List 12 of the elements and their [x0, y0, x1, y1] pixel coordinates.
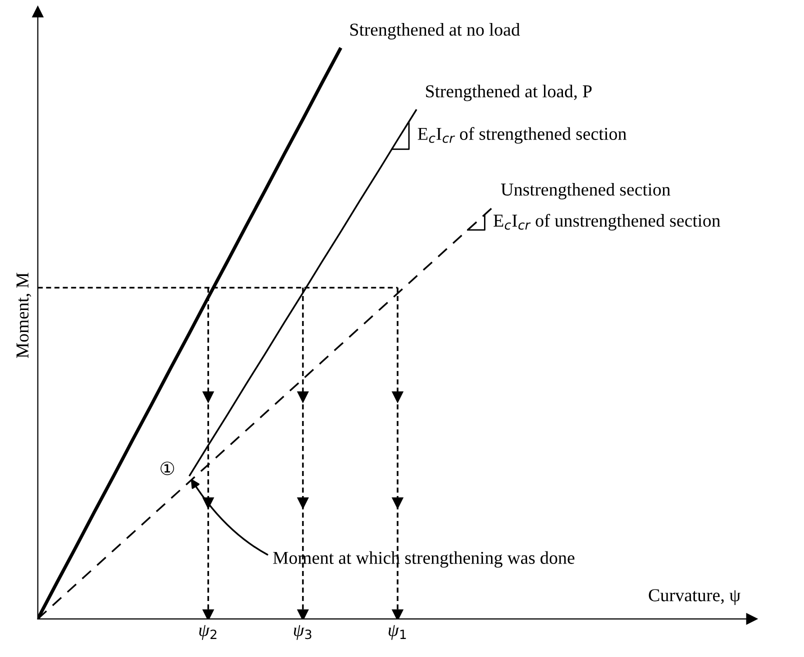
x-axis-title: Curvature, ψ	[648, 589, 740, 606]
x-tick-label: ψ$_{2}$	[199, 625, 216, 640]
annotation: E$_{c}$I$_{cr}$ of unstrengthened section	[494, 214, 720, 230]
x-tick-label: ψ$_{3}$	[294, 625, 312, 640]
annotation: ①	[160, 462, 174, 476]
annotation: Moment at which strengthening was done	[273, 551, 574, 568]
series-label: Strengthened at no load	[350, 23, 520, 40]
x-tick-label: ψ$_{1}$	[388, 625, 406, 640]
annotation: E$_{c}$I$_{cr}$ of strengthened section	[418, 127, 626, 144]
y-axis-title: Moment, M	[16, 272, 32, 358]
series-label: Strengthened at load, P	[426, 84, 592, 102]
series-label: Unstrengthened section	[501, 182, 670, 200]
